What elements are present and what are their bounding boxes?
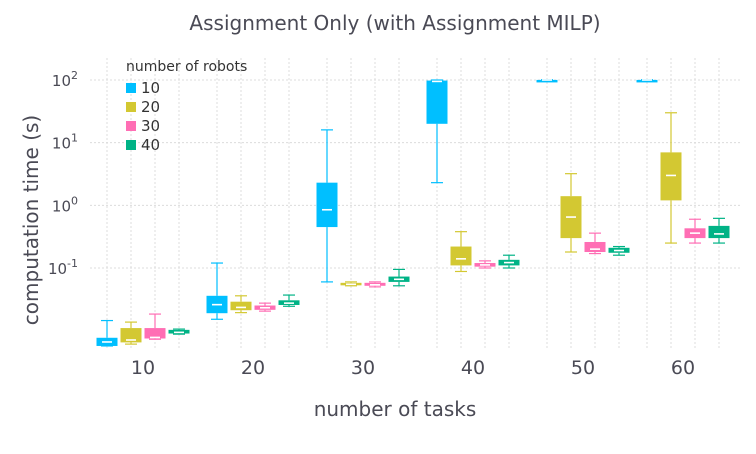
box-iqr xyxy=(120,328,142,343)
box-plot xyxy=(584,232,606,255)
box-iqr xyxy=(316,182,338,228)
y-tick-label: 101 xyxy=(52,132,78,153)
box-plot xyxy=(560,173,582,253)
boxes-layer xyxy=(96,79,730,347)
x-axis-label: number of tasks xyxy=(314,397,477,421)
box-plot xyxy=(450,231,472,273)
box-plot xyxy=(168,328,190,335)
box-plot xyxy=(388,268,410,287)
y-axis-label: computation time (s) xyxy=(19,115,43,325)
box-plot xyxy=(364,281,386,288)
box-plot xyxy=(144,313,166,340)
legend-label: 30 xyxy=(141,117,160,135)
box-iqr xyxy=(144,328,166,339)
box-iqr xyxy=(230,301,252,311)
x-tick-label: 50 xyxy=(571,357,595,379)
box-iqr xyxy=(584,241,606,253)
box-plot xyxy=(636,79,658,83)
box-iqr xyxy=(536,79,558,83)
x-tick-label: 60 xyxy=(671,357,695,379)
legend-label: 10 xyxy=(141,79,160,97)
legend-swatch xyxy=(126,140,136,150)
box-iqr xyxy=(708,225,730,239)
box-plot xyxy=(316,129,338,283)
grid-layer xyxy=(90,58,740,348)
box-iqr xyxy=(636,79,658,83)
box-plot xyxy=(708,217,730,244)
box-plot xyxy=(498,254,520,269)
box-plot xyxy=(608,245,630,256)
box-plot xyxy=(474,260,496,269)
box-plot xyxy=(254,302,276,312)
y-tick-label: 10-1 xyxy=(48,257,78,278)
x-tick-label: 20 xyxy=(241,357,265,379)
legend-label: 40 xyxy=(141,136,160,154)
legend-title: number of robots xyxy=(126,59,247,75)
box-plot xyxy=(684,218,706,244)
y-tick-label: 102 xyxy=(52,69,78,90)
box-plot xyxy=(278,294,300,307)
box-plot xyxy=(340,281,362,287)
x-tick-label: 10 xyxy=(131,357,155,379)
x-tick-label: 40 xyxy=(461,357,485,379)
box-plot xyxy=(536,79,558,83)
box-plot xyxy=(426,79,448,184)
box-plot xyxy=(206,262,228,320)
box-iqr xyxy=(426,80,448,124)
legend-swatch xyxy=(126,121,136,131)
box-plot xyxy=(96,319,118,347)
x-tick-label: 30 xyxy=(351,357,375,379)
box-plot xyxy=(660,112,682,244)
box-iqr xyxy=(450,246,472,266)
box-plot xyxy=(120,321,142,345)
box-iqr xyxy=(660,152,682,201)
legend-swatch xyxy=(126,102,136,112)
chart-title: Assignment Only (with Assignment MILP) xyxy=(189,11,600,35)
legend-swatch xyxy=(126,83,136,93)
y-tick-label: 100 xyxy=(52,194,78,215)
box-plot xyxy=(230,295,252,314)
legend-label: 20 xyxy=(141,98,160,116)
